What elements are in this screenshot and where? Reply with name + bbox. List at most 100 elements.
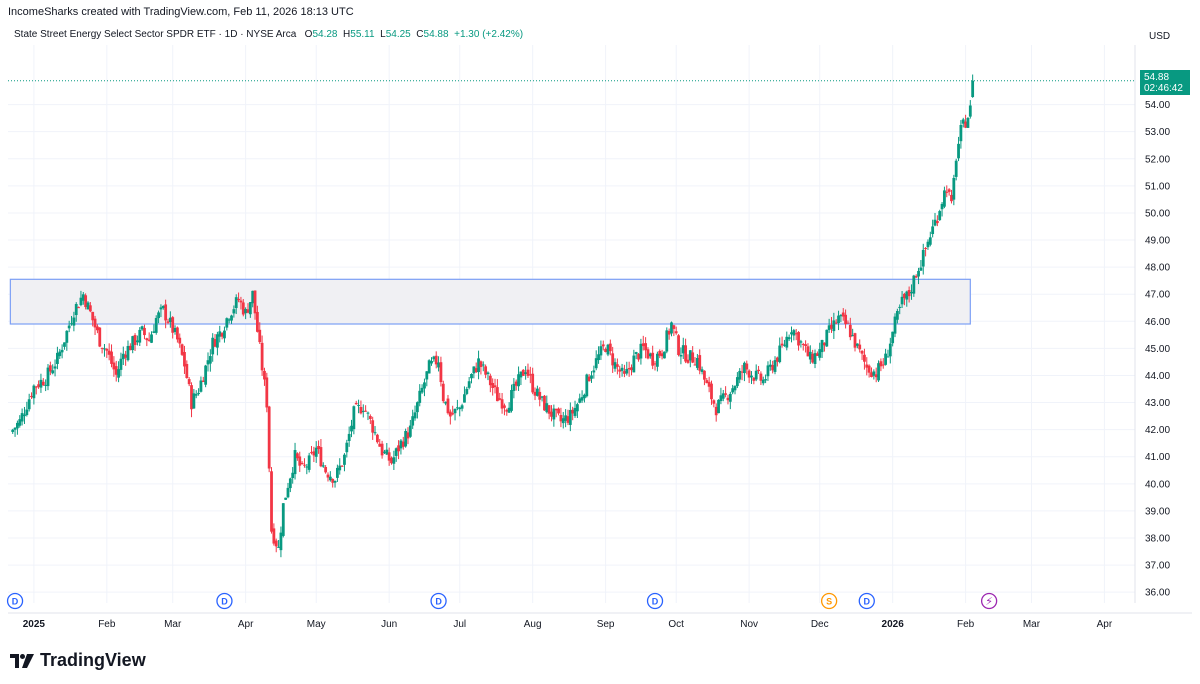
candle-up[interactable]: [743, 362, 746, 374]
candle-down[interactable]: [239, 300, 243, 303]
candle-down[interactable]: [858, 344, 862, 350]
candle-up[interactable]: [204, 365, 208, 385]
candle-down[interactable]: [100, 347, 104, 349]
candle-down[interactable]: [375, 434, 379, 443]
candle-down[interactable]: [503, 405, 506, 408]
candle-up[interactable]: [216, 334, 219, 348]
candle-up[interactable]: [211, 337, 215, 355]
candle-up[interactable]: [580, 397, 584, 401]
candle-down[interactable]: [300, 463, 304, 465]
candle-up[interactable]: [961, 119, 965, 124]
candle-up[interactable]: [905, 291, 909, 300]
candle-down[interactable]: [848, 324, 852, 338]
candle-up[interactable]: [136, 340, 139, 343]
candle-down[interactable]: [627, 368, 631, 370]
candle-up[interactable]: [517, 374, 520, 387]
candle-up[interactable]: [79, 297, 83, 306]
candle-up[interactable]: [307, 455, 311, 470]
candle-down[interactable]: [364, 410, 368, 412]
candle-down[interactable]: [274, 540, 278, 547]
candle-up[interactable]: [67, 325, 71, 329]
candle-up[interactable]: [291, 472, 295, 479]
candle-up[interactable]: [592, 370, 596, 373]
candle-up[interactable]: [404, 431, 408, 447]
candle-down[interactable]: [914, 276, 918, 278]
candle-down[interactable]: [272, 528, 276, 544]
candle-down[interactable]: [752, 377, 756, 381]
candle-up[interactable]: [357, 405, 360, 407]
candle-up[interactable]: [44, 384, 48, 386]
candle-down[interactable]: [547, 405, 551, 414]
candle-down[interactable]: [841, 312, 845, 317]
candle-down[interactable]: [740, 371, 744, 373]
candle-down[interactable]: [41, 381, 45, 386]
candle-down[interactable]: [310, 452, 313, 454]
candle-down[interactable]: [646, 349, 650, 359]
price-chart[interactable]: 36.00 37.00 38.00 39.00 40.00 41.00 42.00 43.00…: [0, 0, 1200, 640]
candle-up[interactable]: [70, 323, 73, 325]
candle-up[interactable]: [820, 339, 824, 353]
candle-up[interactable]: [891, 331, 895, 344]
candle-up[interactable]: [11, 429, 15, 432]
dividend-event-icon[interactable]: [858, 592, 875, 610]
candle-down[interactable]: [771, 365, 775, 371]
candle-up[interactable]: [157, 312, 160, 319]
candle-up[interactable]: [314, 447, 318, 457]
candle-up[interactable]: [392, 457, 396, 464]
candle-up[interactable]: [785, 336, 789, 348]
candle-up[interactable]: [827, 325, 831, 330]
candle-up[interactable]: [227, 319, 231, 321]
candle-up[interactable]: [65, 330, 69, 343]
candle-up[interactable]: [486, 372, 490, 374]
resistance-zone-rectangle[interactable]: [9, 278, 971, 325]
candle-up[interactable]: [921, 249, 925, 267]
candle-up[interactable]: [898, 306, 902, 308]
candle-up[interactable]: [568, 410, 572, 425]
candle-down[interactable]: [745, 363, 749, 370]
candle-up[interactable]: [150, 334, 153, 343]
candle-up[interactable]: [53, 366, 57, 369]
candle-down[interactable]: [98, 327, 102, 347]
candle-down[interactable]: [303, 464, 306, 466]
candle-up[interactable]: [519, 371, 523, 378]
candle-up[interactable]: [345, 442, 349, 453]
candle-up[interactable]: [792, 330, 796, 336]
candle-up[interactable]: [138, 329, 142, 343]
candle-up[interactable]: [825, 329, 829, 347]
candle-down[interactable]: [658, 350, 662, 356]
candle-up[interactable]: [851, 335, 855, 337]
candle-down[interactable]: [263, 370, 266, 380]
candle-down[interactable]: [434, 355, 438, 365]
candle-up[interactable]: [966, 118, 970, 128]
candle-up[interactable]: [477, 358, 480, 373]
candle-down[interactable]: [924, 248, 927, 250]
candle-down[interactable]: [714, 406, 718, 416]
candle-up[interactable]: [750, 375, 753, 378]
candle-up[interactable]: [58, 351, 62, 357]
candle-up[interactable]: [366, 412, 370, 414]
candle-up[interactable]: [663, 351, 666, 359]
candle-down[interactable]: [844, 314, 848, 325]
candle-up[interactable]: [206, 360, 210, 365]
candle-up[interactable]: [154, 318, 158, 333]
candle-up[interactable]: [430, 360, 433, 364]
candle-down[interactable]: [493, 385, 497, 388]
candle-down[interactable]: [354, 402, 358, 405]
candle-up[interactable]: [251, 290, 255, 304]
candle-down[interactable]: [698, 355, 702, 371]
candle-up[interactable]: [161, 305, 165, 308]
candle-down[interactable]: [707, 381, 711, 387]
candle-down[interactable]: [686, 359, 690, 363]
candle-up[interactable]: [808, 351, 812, 360]
candle-up[interactable]: [728, 393, 732, 402]
candle-up[interactable]: [877, 363, 880, 381]
candle-down[interactable]: [237, 298, 240, 301]
candle-up[interactable]: [63, 342, 66, 347]
candle-up[interactable]: [394, 448, 398, 456]
candle-up[interactable]: [467, 381, 471, 388]
candle-down[interactable]: [903, 293, 906, 299]
candle-down[interactable]: [846, 322, 850, 324]
candle-down[interactable]: [446, 398, 450, 414]
candle-up[interactable]: [952, 177, 956, 200]
candle-up[interactable]: [335, 467, 339, 478]
